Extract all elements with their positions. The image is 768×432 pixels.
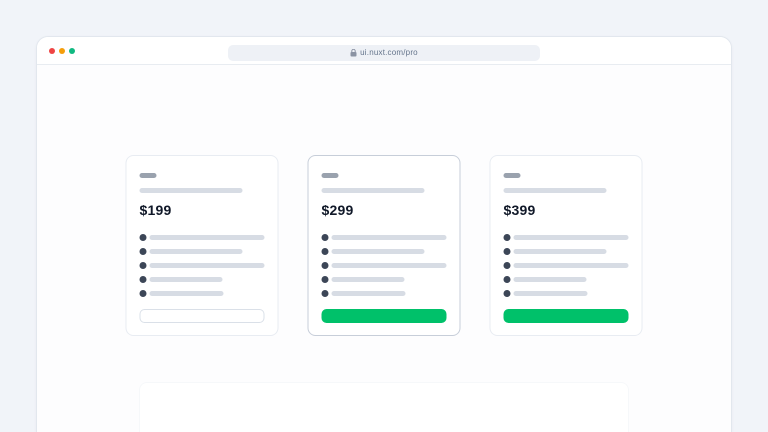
feature-text-placeholder — [149, 249, 243, 254]
feature-item — [321, 262, 447, 269]
url-bar[interactable]: ui.nuxt.com/pro — [228, 45, 540, 61]
browser-window: ui.nuxt.com/pro $199 — [36, 36, 732, 432]
feature-item — [503, 234, 629, 241]
bullet-icon — [139, 262, 147, 269]
feature-item — [503, 276, 629, 283]
bullet-icon — [503, 234, 511, 241]
feature-text-placeholder — [513, 263, 629, 268]
plan-name-placeholder — [139, 173, 157, 178]
feature-text-placeholder — [513, 277, 587, 282]
feature-text-placeholder — [331, 277, 405, 282]
next-section-panel — [139, 382, 629, 432]
traffic-lights — [49, 37, 75, 65]
feature-list — [503, 234, 629, 297]
select-plan-button[interactable] — [321, 309, 447, 323]
bullet-icon — [321, 276, 329, 283]
feature-item — [503, 290, 629, 297]
feature-item — [139, 276, 265, 283]
feature-item — [321, 290, 447, 297]
pricing-section: $199 $299 — [125, 155, 643, 336]
plan-price: $199 — [139, 202, 172, 218]
select-plan-button[interactable] — [139, 309, 265, 323]
bullet-icon — [139, 248, 147, 255]
bullet-icon — [321, 290, 329, 297]
minimize-button[interactable] — [59, 48, 65, 54]
bullet-icon — [321, 262, 329, 269]
select-plan-button[interactable] — [503, 309, 629, 323]
feature-item — [321, 234, 447, 241]
feature-text-placeholder — [149, 235, 265, 240]
pricing-card-pro: $299 — [307, 155, 461, 336]
feature-item — [139, 290, 265, 297]
feature-text-placeholder — [149, 263, 265, 268]
feature-text-placeholder — [331, 291, 406, 296]
pricing-card-enterprise: $399 — [489, 155, 643, 336]
bullet-icon — [503, 290, 511, 297]
url-text: ui.nuxt.com/pro — [360, 48, 418, 57]
feature-item — [503, 262, 629, 269]
bullet-icon — [139, 234, 147, 241]
bullet-icon — [321, 248, 329, 255]
feature-item — [139, 262, 265, 269]
plan-price: $299 — [321, 202, 354, 218]
feature-text-placeholder — [331, 235, 447, 240]
bullet-icon — [503, 276, 511, 283]
bullet-icon — [139, 276, 147, 283]
pricing-card-basic: $199 — [125, 155, 279, 336]
bullet-icon — [503, 262, 511, 269]
feature-text-placeholder — [513, 291, 588, 296]
fullscreen-button[interactable] — [69, 48, 75, 54]
bullet-icon — [503, 248, 511, 255]
page-content: $199 $299 — [37, 65, 731, 432]
feature-text-placeholder — [513, 235, 629, 240]
feature-text-placeholder — [331, 263, 447, 268]
feature-list — [321, 234, 447, 297]
feature-item — [321, 276, 447, 283]
lock-icon — [350, 49, 357, 57]
feature-text-placeholder — [513, 249, 607, 254]
bullet-icon — [321, 234, 329, 241]
feature-item — [139, 234, 265, 241]
feature-item — [139, 248, 265, 255]
close-button[interactable] — [49, 48, 55, 54]
plan-description-placeholder — [321, 188, 425, 193]
feature-text-placeholder — [149, 277, 223, 282]
browser-titlebar: ui.nuxt.com/pro — [37, 37, 731, 65]
bullet-icon — [139, 290, 147, 297]
plan-name-placeholder — [503, 173, 521, 178]
plan-description-placeholder — [139, 188, 243, 193]
plan-description-placeholder — [503, 188, 607, 193]
feature-list — [139, 234, 265, 297]
plan-name-placeholder — [321, 173, 339, 178]
feature-text-placeholder — [149, 291, 224, 296]
feature-item — [321, 248, 447, 255]
feature-item — [503, 248, 629, 255]
feature-text-placeholder — [331, 249, 425, 254]
plan-price: $399 — [503, 202, 536, 218]
